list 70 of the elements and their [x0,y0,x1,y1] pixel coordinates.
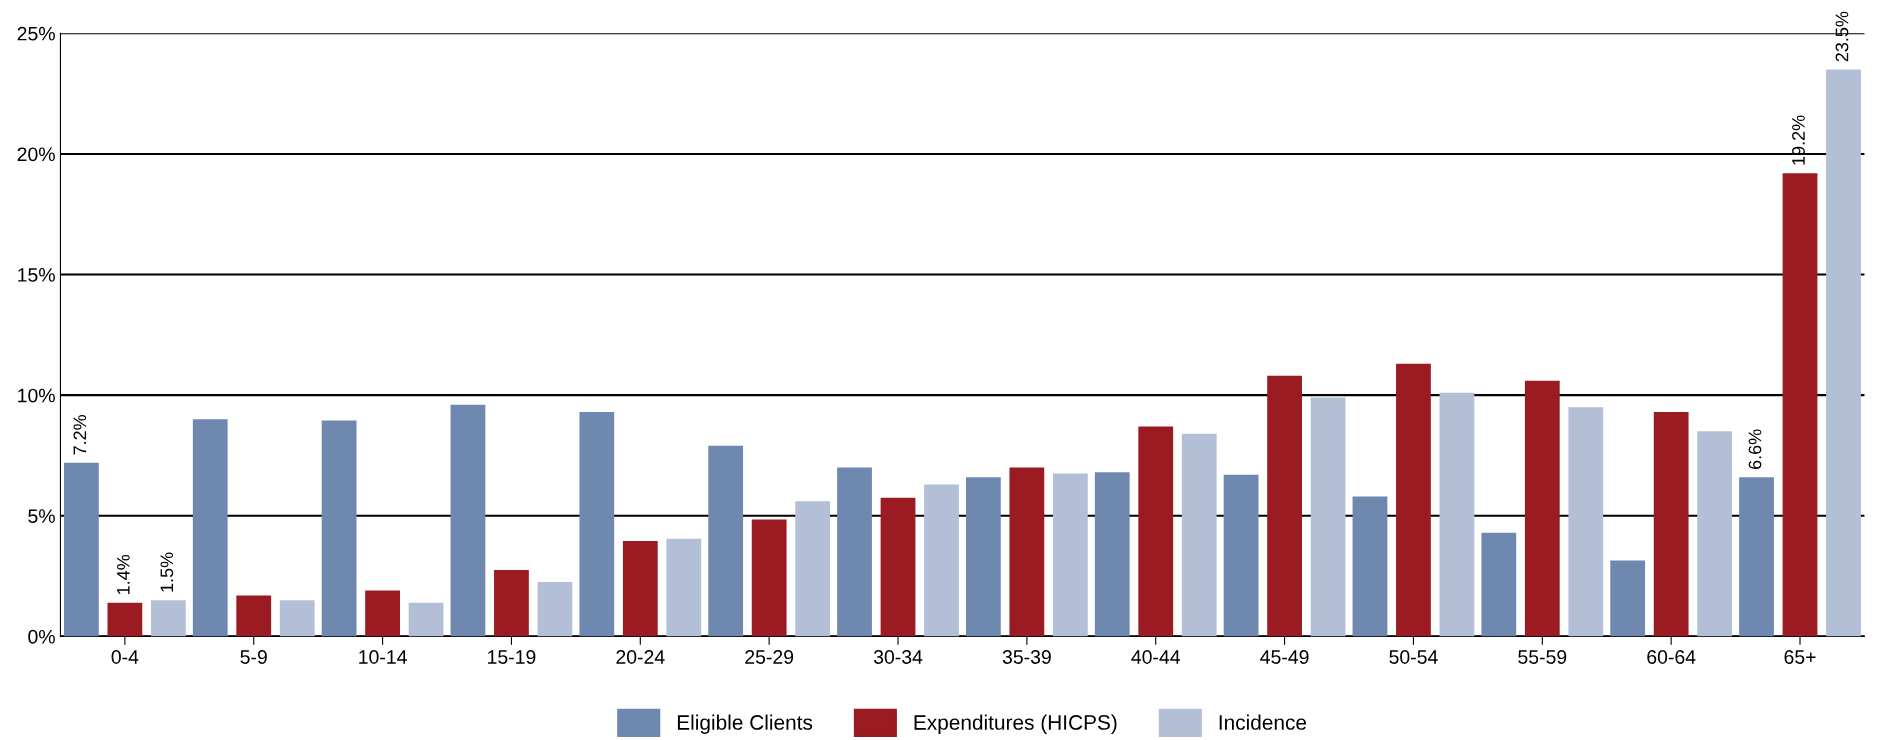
bar [279,600,315,637]
bar [321,420,357,637]
bar [494,570,529,637]
bar [751,519,787,637]
bar [1782,173,1818,637]
y-tick-label: 25% [17,26,55,41]
bar [1352,496,1388,637]
bar [63,462,99,637]
bar [1310,397,1346,637]
y-tick-label: 15% [18,268,55,282]
data-label: 6.6% [1748,429,1762,470]
bar [965,477,1001,637]
x-tick-label: 35-39 [1002,650,1051,664]
bar [880,497,916,637]
data-label: 1.4% [117,554,130,595]
bar [1524,380,1560,637]
x-tick-label: 55-59 [1518,650,1567,664]
data-label: 23.5% [1835,11,1849,62]
bar [1610,560,1646,637]
bar [837,467,872,637]
bar [537,582,573,637]
bar [192,419,228,637]
bar [666,538,702,637]
legend-label: Eligible Clients [677,714,813,734]
bar [924,484,959,637]
data-label: 1.5% [160,552,174,592]
x-tick-label: 45-49 [1260,650,1309,664]
bar [795,501,831,637]
bar [450,404,486,637]
bar [1138,426,1174,637]
bar [236,595,272,637]
x-tick-label: 0-4 [111,650,139,664]
bar [365,590,400,637]
bar [1094,472,1130,637]
x-tick-label: 5-9 [240,650,267,664]
bar [1181,433,1217,637]
bar [107,602,143,637]
legend-label: Expenditures (HICPS) [914,714,1117,734]
bar [1739,477,1774,637]
legend-label: Incidence [1219,714,1307,730]
bar [708,445,744,637]
x-tick-label: 20-24 [616,650,665,664]
x-tick-label: 65+ [1784,650,1816,664]
y-tick-label: 0% [28,629,55,644]
bar [1826,69,1861,637]
bar [1396,363,1431,637]
data-label: 7.2% [73,414,87,455]
x-tick-label: 50-54 [1389,650,1438,664]
x-tick-label: 10-14 [359,650,407,664]
bar [1481,532,1517,637]
bar [579,412,615,637]
x-tick-label: 25-29 [745,650,794,664]
bar [1223,474,1259,637]
bar [622,541,658,637]
bar [1653,412,1689,637]
bar [150,600,186,637]
x-tick-label: 60-64 [1647,650,1696,664]
bar [1052,473,1088,637]
bar [408,602,444,637]
bar [1009,467,1045,637]
y-tick-label: 10% [18,388,55,403]
bar [1267,375,1302,637]
x-tick-label: 15-19 [488,650,536,664]
bar [1697,431,1733,637]
y-tick-label: 20% [17,147,55,162]
x-tick-label: 30-34 [873,650,923,664]
x-tick-label: 40-44 [1131,650,1181,664]
y-tick-label: 5% [28,509,55,524]
bar [1568,407,1604,637]
bar [1439,392,1475,637]
